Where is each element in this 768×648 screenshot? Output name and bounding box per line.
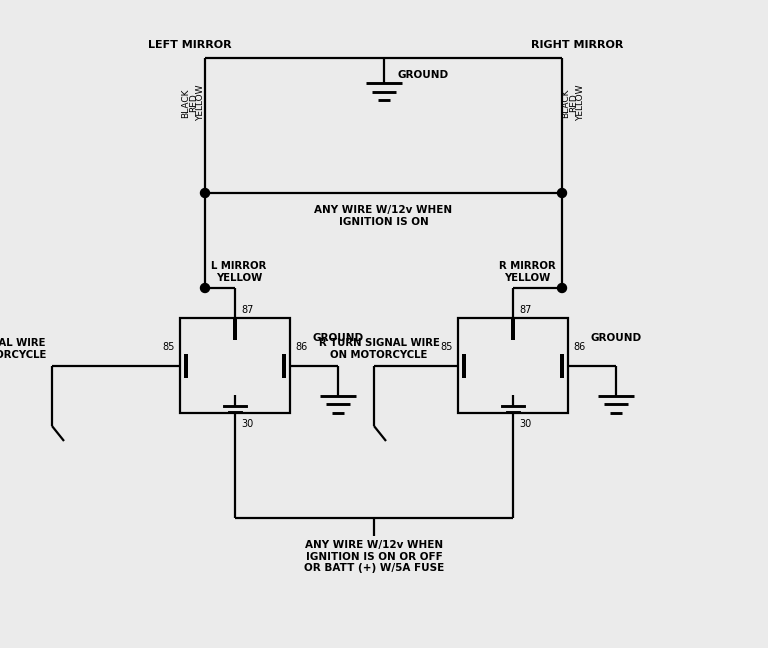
- Text: RED: RED: [189, 93, 198, 112]
- Text: RED: RED: [569, 93, 578, 112]
- Text: LEFT MIRROR: LEFT MIRROR: [148, 40, 232, 50]
- Text: GROUND: GROUND: [398, 70, 449, 80]
- Text: ANY WIRE W/12v WHEN
IGNITION IS ON OR OFF
OR BATT (+) W/5A FUSE: ANY WIRE W/12v WHEN IGNITION IS ON OR OF…: [304, 540, 444, 573]
- Circle shape: [558, 284, 567, 292]
- Text: 85: 85: [163, 343, 175, 353]
- Text: 30: 30: [519, 419, 531, 429]
- Text: R TURN SIGNAL WIRE
ON MOTORCYCLE: R TURN SIGNAL WIRE ON MOTORCYCLE: [319, 338, 439, 360]
- Text: 86: 86: [295, 343, 307, 353]
- Bar: [180, 318, 290, 413]
- Text: YELLOW: YELLOW: [197, 85, 206, 121]
- Circle shape: [558, 189, 567, 198]
- Circle shape: [200, 284, 210, 292]
- Text: L TURN SIGNAL WIRE
ON MOTORCYCLE: L TURN SIGNAL WIRE ON MOTORCYCLE: [0, 338, 46, 360]
- Text: 87: 87: [519, 305, 531, 315]
- Bar: [458, 318, 568, 413]
- Text: ANY WIRE W/12v WHEN
IGNITION IS ON: ANY WIRE W/12v WHEN IGNITION IS ON: [314, 205, 452, 227]
- Text: L MIRROR
YELLOW: L MIRROR YELLOW: [211, 261, 266, 283]
- Text: GROUND: GROUND: [313, 334, 363, 343]
- Text: BLACK: BLACK: [181, 88, 190, 118]
- Text: BLACK: BLACK: [561, 88, 571, 118]
- Text: YELLOW: YELLOW: [577, 85, 585, 121]
- Text: R MIRROR
YELLOW: R MIRROR YELLOW: [499, 261, 556, 283]
- Text: 86: 86: [573, 343, 585, 353]
- Text: 87: 87: [241, 305, 253, 315]
- Text: 85: 85: [441, 343, 453, 353]
- Circle shape: [200, 189, 210, 198]
- Text: GROUND: GROUND: [591, 334, 641, 343]
- Text: 30: 30: [241, 419, 253, 429]
- Text: RIGHT MIRROR: RIGHT MIRROR: [531, 40, 623, 50]
